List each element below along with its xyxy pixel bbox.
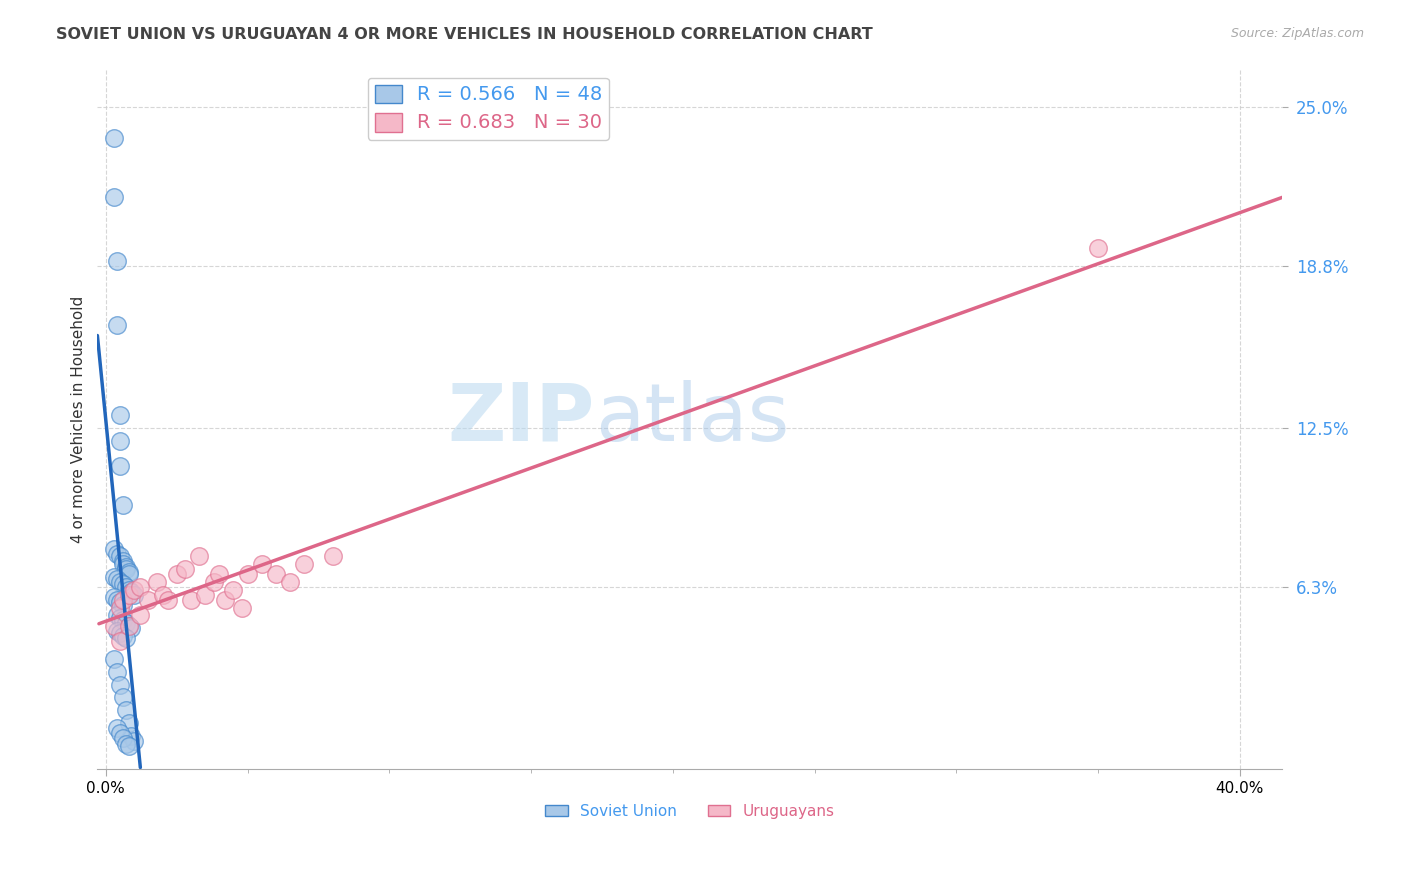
Point bbox=[231, 600, 253, 615]
Point bbox=[180, 593, 202, 607]
Text: ZIP: ZIP bbox=[447, 380, 595, 458]
Point bbox=[117, 582, 139, 597]
Point bbox=[166, 567, 188, 582]
Point bbox=[108, 408, 131, 422]
Point bbox=[114, 559, 136, 574]
Point bbox=[236, 567, 259, 582]
Point bbox=[174, 562, 197, 576]
Point bbox=[111, 690, 134, 705]
Point bbox=[117, 739, 139, 754]
Point bbox=[111, 577, 134, 591]
Point bbox=[103, 541, 125, 556]
Point bbox=[105, 572, 128, 586]
Point bbox=[103, 652, 125, 666]
Point bbox=[122, 582, 145, 597]
Point bbox=[103, 570, 125, 584]
Point bbox=[292, 557, 315, 571]
Point bbox=[105, 665, 128, 679]
Y-axis label: 4 or more Vehicles in Household: 4 or more Vehicles in Household bbox=[72, 295, 86, 542]
Point bbox=[108, 574, 131, 589]
Point bbox=[1087, 241, 1109, 255]
Point bbox=[103, 591, 125, 605]
Point bbox=[105, 721, 128, 735]
Point bbox=[111, 731, 134, 746]
Point bbox=[111, 557, 134, 571]
Point bbox=[122, 734, 145, 748]
Point bbox=[105, 608, 128, 623]
Point bbox=[322, 549, 344, 564]
Point bbox=[105, 547, 128, 561]
Point bbox=[250, 557, 273, 571]
Point bbox=[188, 549, 211, 564]
Point bbox=[108, 434, 131, 448]
Legend: Soviet Union, Uruguayans: Soviet Union, Uruguayans bbox=[538, 797, 841, 825]
Point bbox=[103, 618, 125, 632]
Point bbox=[202, 574, 225, 589]
Point bbox=[208, 567, 231, 582]
Point bbox=[105, 254, 128, 268]
Point bbox=[146, 574, 169, 589]
Point bbox=[128, 580, 150, 594]
Point bbox=[117, 565, 139, 579]
Point bbox=[152, 588, 174, 602]
Point bbox=[214, 593, 236, 607]
Text: SOVIET UNION VS URUGUAYAN 4 OR MORE VEHICLES IN HOUSEHOLD CORRELATION CHART: SOVIET UNION VS URUGUAYAN 4 OR MORE VEHI… bbox=[56, 27, 873, 42]
Point bbox=[108, 459, 131, 474]
Point bbox=[138, 593, 160, 607]
Point bbox=[111, 498, 134, 512]
Point bbox=[108, 595, 131, 609]
Point bbox=[117, 567, 139, 582]
Point bbox=[108, 726, 131, 740]
Point bbox=[122, 588, 145, 602]
Point bbox=[111, 598, 134, 612]
Point bbox=[114, 632, 136, 646]
Point bbox=[103, 131, 125, 145]
Text: atlas: atlas bbox=[595, 380, 789, 458]
Point bbox=[114, 615, 136, 630]
Point bbox=[117, 588, 139, 602]
Point bbox=[278, 574, 301, 589]
Point bbox=[128, 608, 150, 623]
Point bbox=[108, 549, 131, 564]
Point bbox=[120, 621, 142, 635]
Point bbox=[264, 567, 287, 582]
Point bbox=[111, 554, 134, 568]
Point bbox=[120, 729, 142, 743]
Point bbox=[108, 677, 131, 691]
Point bbox=[111, 614, 134, 628]
Point bbox=[114, 703, 136, 717]
Point bbox=[117, 618, 139, 632]
Point bbox=[103, 190, 125, 204]
Point bbox=[105, 624, 128, 638]
Point bbox=[114, 580, 136, 594]
Point bbox=[194, 588, 217, 602]
Point bbox=[222, 582, 245, 597]
Point bbox=[120, 585, 142, 599]
Point bbox=[105, 318, 128, 333]
Text: Source: ZipAtlas.com: Source: ZipAtlas.com bbox=[1230, 27, 1364, 40]
Point bbox=[114, 562, 136, 576]
Point bbox=[108, 611, 131, 625]
Point bbox=[105, 593, 128, 607]
Point bbox=[108, 626, 131, 640]
Point bbox=[114, 737, 136, 751]
Point bbox=[117, 618, 139, 632]
Point bbox=[117, 716, 139, 731]
Point bbox=[157, 593, 180, 607]
Point bbox=[108, 634, 131, 648]
Point bbox=[111, 629, 134, 643]
Point bbox=[108, 600, 131, 615]
Point bbox=[111, 593, 134, 607]
